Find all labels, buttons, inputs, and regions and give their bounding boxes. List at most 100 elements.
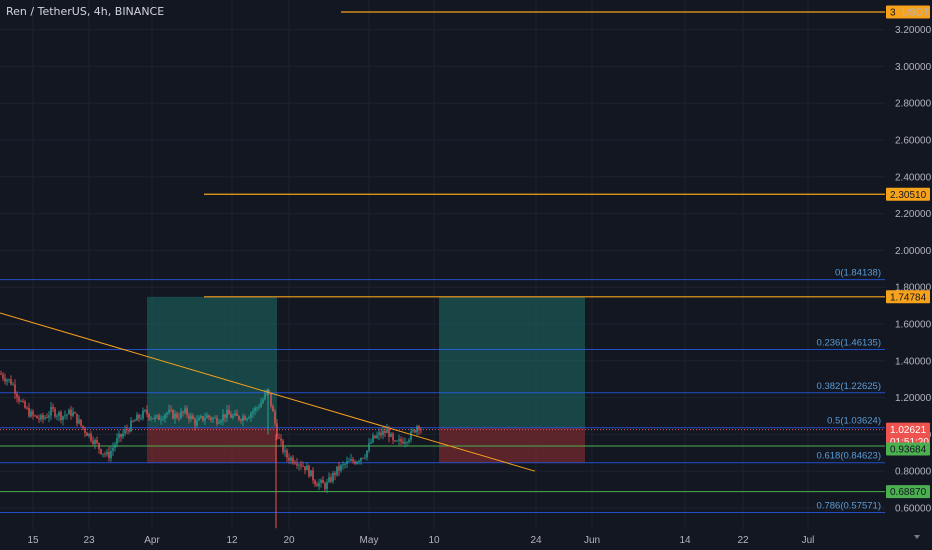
candle-body xyxy=(328,477,330,483)
x-tick-label: Apr xyxy=(144,535,160,546)
candle-body xyxy=(86,432,88,436)
candle-body xyxy=(126,429,128,431)
candle-body xyxy=(300,464,302,467)
candle-body xyxy=(218,422,220,424)
candle-body xyxy=(40,415,42,420)
price-tag-target1: 1.74784 xyxy=(890,292,927,303)
candle-body xyxy=(252,411,254,414)
candle-body xyxy=(398,439,400,441)
candle-body xyxy=(42,415,44,419)
candle-body xyxy=(180,411,182,419)
candle-body xyxy=(356,461,358,464)
candle-body xyxy=(214,417,216,419)
loss-zone-2[interactable] xyxy=(439,427,585,463)
candle-body xyxy=(234,413,236,416)
candle-body xyxy=(136,414,138,421)
candle-body xyxy=(210,417,212,420)
candle-body xyxy=(160,419,162,421)
candles xyxy=(0,370,422,529)
candle-body xyxy=(56,415,58,417)
candle-body xyxy=(250,413,252,418)
candle-body xyxy=(96,440,98,443)
candle-body xyxy=(184,408,186,413)
candle-body xyxy=(78,419,80,424)
candle-body xyxy=(58,412,60,416)
candle-body xyxy=(310,470,312,477)
horizontal-levels[interactable] xyxy=(0,11,885,493)
candle-body xyxy=(38,418,40,420)
candle-body xyxy=(380,432,382,436)
candle-body xyxy=(110,450,112,459)
candle-body xyxy=(142,410,144,419)
candle-body xyxy=(274,411,276,424)
position-zones[interactable] xyxy=(147,296,585,463)
candle-body xyxy=(18,397,20,402)
candle-body xyxy=(178,417,180,419)
fib-retracement[interactable]: 0(1.84138) 0.236(1.46135) 0.382(1.22625) 0.… xyxy=(0,268,885,513)
candle-body xyxy=(280,438,282,441)
price-tag-green2: 0.68870 xyxy=(890,487,927,498)
x-tick-label: 12 xyxy=(226,535,238,546)
y-tick-label: 3.20000 xyxy=(895,25,932,36)
candle-body xyxy=(202,416,204,421)
candle-body xyxy=(406,442,408,443)
y-tick-label: 0.80000 xyxy=(895,467,932,478)
candle-body xyxy=(164,414,166,419)
candle-body xyxy=(82,425,84,429)
time-axis[interactable]: 15 23 Apr 12 20 May 10 24 Jun 14 22 Jul xyxy=(27,535,920,546)
candle-body xyxy=(244,416,246,420)
candle-body xyxy=(138,414,140,419)
candle-body xyxy=(358,461,360,462)
candle-body xyxy=(208,415,210,418)
loss-zone-1[interactable] xyxy=(147,427,277,463)
candle-body xyxy=(248,417,250,419)
candle-body xyxy=(166,412,168,415)
trendline[interactable] xyxy=(0,312,536,472)
candle-body xyxy=(370,442,372,444)
candle-body xyxy=(268,389,270,393)
candle-body xyxy=(162,418,164,420)
candle-body xyxy=(346,461,348,465)
gear-icon[interactable] xyxy=(914,535,920,539)
candle-body xyxy=(262,399,264,403)
candle-body xyxy=(124,429,126,434)
candle-body xyxy=(270,392,272,407)
candle-body xyxy=(132,420,134,422)
candle-body xyxy=(322,479,324,484)
candle-body xyxy=(172,410,174,419)
candle-body xyxy=(168,409,170,413)
candle-body xyxy=(134,420,136,422)
profit-zone-2[interactable] xyxy=(439,296,585,428)
candle-body xyxy=(412,430,414,432)
descending-trendline[interactable] xyxy=(0,312,536,472)
candle-body xyxy=(46,417,48,419)
candle-body xyxy=(372,435,374,443)
candle-body xyxy=(354,461,356,464)
candle-body xyxy=(72,412,74,416)
candle-body xyxy=(198,417,200,421)
candle-body xyxy=(34,415,36,417)
candle-body xyxy=(394,440,396,442)
x-tick-label: Jun xyxy=(584,535,600,546)
candle-body xyxy=(318,482,320,487)
y-tick-label: 2.20000 xyxy=(895,209,932,220)
candle-body xyxy=(204,418,206,421)
price-tag-top: 3 xyxy=(890,8,896,19)
candle-body xyxy=(150,418,152,420)
candle-body xyxy=(14,384,16,394)
fib-label: 0.382(1.22625) xyxy=(817,381,881,392)
candle-body xyxy=(222,414,224,421)
candle-body xyxy=(194,419,196,426)
candle-body xyxy=(364,457,366,459)
candle-body xyxy=(6,379,8,382)
candle-body xyxy=(282,440,284,453)
candle-body xyxy=(216,417,218,424)
candle-body xyxy=(98,442,100,450)
candle-body xyxy=(254,407,256,412)
candle-body xyxy=(382,430,384,436)
candle-body xyxy=(276,423,278,438)
candle-body xyxy=(76,413,78,424)
candle-body xyxy=(288,457,290,461)
candle-body xyxy=(146,410,148,414)
